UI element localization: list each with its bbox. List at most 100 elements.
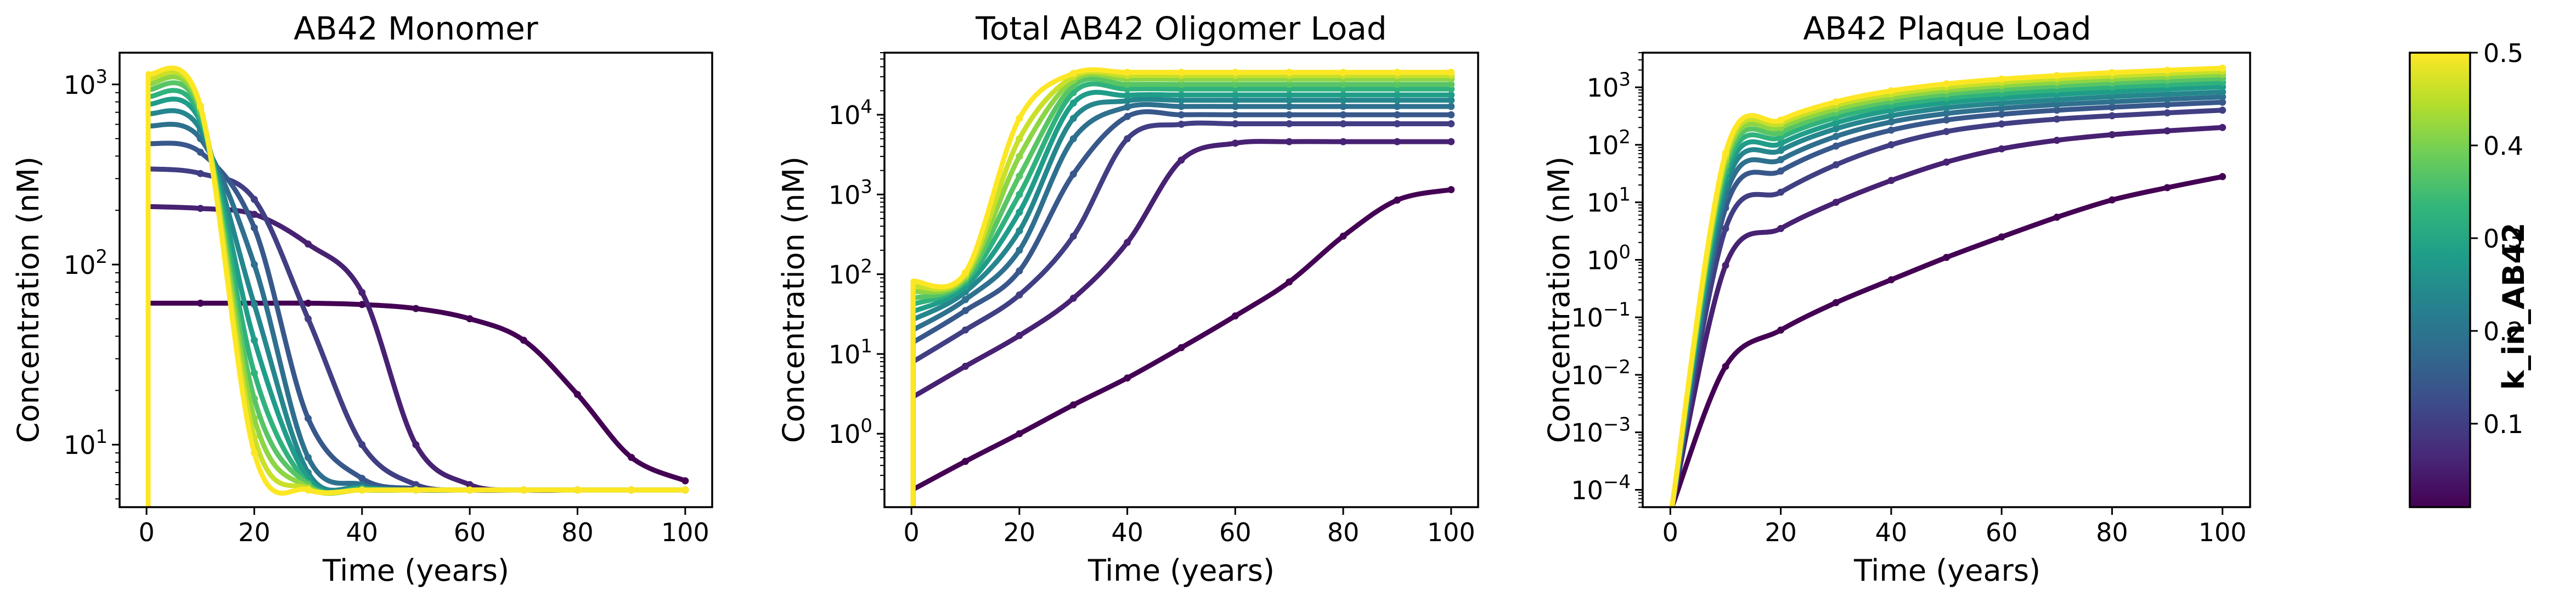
data-point: [1887, 141, 1895, 149]
data-point: [1777, 167, 1785, 175]
x-tick-label: 60: [1219, 518, 1252, 547]
data-point: [2219, 123, 2226, 131]
x-tick-label: 100: [2199, 518, 2247, 547]
series-line: [910, 67, 1451, 507]
data-point: [1998, 99, 2005, 107]
data-point: [2108, 196, 2116, 204]
data-point: [1016, 227, 1023, 235]
data-point: [1887, 118, 1895, 126]
data-point: [251, 369, 258, 377]
x-tick-label: 0: [904, 518, 920, 547]
y-tick-label: 10−2: [1571, 356, 1631, 390]
data-point: [1016, 172, 1023, 180]
data-point: [1832, 161, 1840, 168]
data-point: [2108, 103, 2116, 111]
data-point: [1394, 111, 1401, 119]
data-point: [1177, 91, 1185, 99]
series-group: [145, 65, 689, 507]
data-point: [2219, 98, 2226, 106]
data-point: [1339, 69, 1347, 76]
colorbar-tick-label: 0.2: [2483, 317, 2523, 346]
data-point: [196, 205, 204, 212]
data-point: [1231, 312, 1239, 320]
data-point: [1394, 69, 1401, 76]
data-point: [1447, 91, 1455, 99]
data-point: [1124, 135, 1131, 143]
data-point: [358, 301, 366, 308]
x-tick-label: 20: [1765, 518, 1797, 547]
data-point: [196, 299, 204, 307]
data-point: [1177, 156, 1185, 164]
data-point: [1231, 111, 1239, 119]
data-point: [962, 269, 969, 277]
data-point: [1016, 246, 1023, 254]
data-point: [1124, 92, 1131, 99]
data-point: [1016, 291, 1023, 299]
data-point: [412, 441, 420, 448]
panel-title: AB42 Plaque Load: [1803, 10, 2091, 47]
series-group: [1669, 64, 2226, 507]
data-point: [1177, 97, 1185, 104]
colorbar-tick-label: 0.5: [2483, 38, 2523, 68]
data-point: [1124, 113, 1131, 120]
data-point: [1286, 138, 1293, 145]
data-point: [1016, 135, 1023, 143]
data-point: [1339, 120, 1347, 127]
data-point: [1286, 103, 1293, 110]
data-point: [628, 486, 635, 494]
panel-title: Total AB42 Oligomer Load: [975, 10, 1386, 47]
data-point: [1286, 81, 1293, 88]
data-point: [1231, 103, 1239, 110]
data-point: [1394, 138, 1401, 145]
data-point: [1447, 120, 1455, 127]
data-point: [466, 486, 474, 494]
data-point: [1722, 363, 1729, 370]
data-point: [1777, 116, 1785, 124]
data-point: [962, 362, 969, 370]
data-point: [2219, 88, 2226, 96]
x-tick-label: 0: [138, 518, 154, 547]
data-point: [358, 486, 366, 494]
data-point: [1286, 91, 1293, 99]
data-point: [1016, 430, 1023, 437]
data-point: [1998, 105, 2005, 112]
data-point: [681, 477, 689, 485]
data-point: [1447, 186, 1455, 193]
data-point: [1887, 87, 1895, 94]
data-point: [2053, 96, 2061, 104]
data-point: [1777, 156, 1785, 164]
data-point: [1231, 97, 1239, 104]
data-point: [1722, 262, 1729, 269]
data-point: [2219, 93, 2226, 101]
data-point: [412, 486, 420, 494]
data-point: [1286, 97, 1293, 104]
data-point: [412, 305, 420, 312]
series-line: [1669, 174, 2223, 507]
data-point: [1124, 374, 1131, 382]
x-tick-label: 40: [346, 518, 379, 547]
data-point: [305, 240, 312, 248]
data-point: [2053, 72, 2061, 80]
data-point: [1394, 81, 1401, 88]
colorbar-gradient: [2410, 53, 2470, 507]
data-point: [1447, 103, 1455, 110]
data-point: [2108, 93, 2116, 100]
data-point: [1394, 97, 1401, 104]
x-tick-label: 80: [1327, 518, 1360, 547]
x-axis-label: Time (years): [1087, 553, 1275, 588]
data-point: [1832, 98, 1840, 105]
x-tick-label: 80: [2096, 518, 2128, 547]
panel-title: AB42 Monomer: [294, 10, 538, 47]
y-tick-label: 102: [828, 256, 872, 290]
data-point: [1016, 209, 1023, 216]
data-point: [1339, 91, 1347, 99]
data-point: [1286, 111, 1293, 119]
data-point: [2163, 66, 2171, 74]
data-point: [1016, 115, 1023, 122]
x-tick-label: 100: [661, 518, 709, 547]
series-line: [910, 109, 1451, 507]
data-point: [2108, 131, 2116, 138]
data-point: [1069, 115, 1077, 122]
data-point: [2108, 69, 2116, 76]
